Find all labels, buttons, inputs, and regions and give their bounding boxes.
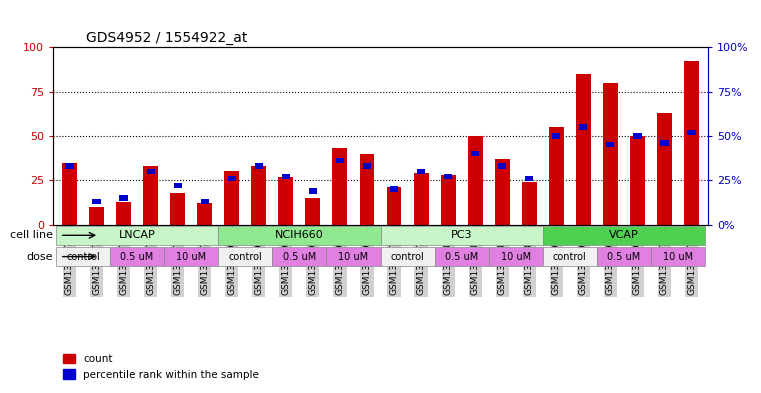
Bar bbox=[336, 158, 344, 163]
Bar bbox=[305, 198, 320, 225]
FancyBboxPatch shape bbox=[56, 226, 218, 245]
Text: control: control bbox=[390, 252, 425, 262]
Text: GDS4952 / 1554922_at: GDS4952 / 1554922_at bbox=[86, 31, 247, 45]
Bar bbox=[333, 148, 347, 225]
Bar bbox=[603, 83, 618, 225]
Bar bbox=[116, 202, 131, 225]
FancyBboxPatch shape bbox=[218, 226, 380, 245]
Text: cell line: cell line bbox=[10, 230, 53, 240]
Bar bbox=[633, 133, 642, 139]
Bar bbox=[224, 171, 239, 225]
Bar bbox=[228, 176, 236, 181]
Bar bbox=[441, 175, 456, 225]
Bar bbox=[62, 163, 77, 225]
Bar bbox=[576, 74, 591, 225]
Bar bbox=[174, 183, 182, 188]
Bar bbox=[119, 195, 128, 201]
Bar bbox=[92, 199, 100, 204]
Bar bbox=[143, 166, 158, 225]
Text: NCIH660: NCIH660 bbox=[275, 230, 323, 240]
FancyBboxPatch shape bbox=[489, 247, 543, 266]
Bar bbox=[684, 61, 699, 225]
Bar bbox=[279, 177, 293, 225]
Bar bbox=[552, 133, 560, 139]
FancyBboxPatch shape bbox=[272, 247, 326, 266]
Bar bbox=[363, 163, 371, 169]
Text: PC3: PC3 bbox=[451, 230, 473, 240]
Bar bbox=[89, 207, 104, 225]
FancyBboxPatch shape bbox=[326, 247, 380, 266]
Bar bbox=[471, 151, 479, 156]
Bar bbox=[390, 187, 398, 192]
Legend: count, percentile rank within the sample: count, percentile rank within the sample bbox=[59, 350, 263, 384]
Bar bbox=[147, 169, 154, 174]
Bar bbox=[255, 163, 263, 169]
Text: 0.5 uM: 0.5 uM bbox=[283, 252, 316, 262]
Text: LNCAP: LNCAP bbox=[119, 230, 155, 240]
Text: VCAP: VCAP bbox=[609, 230, 638, 240]
Bar bbox=[201, 199, 209, 204]
Bar bbox=[498, 163, 506, 169]
FancyBboxPatch shape bbox=[164, 247, 218, 266]
FancyBboxPatch shape bbox=[380, 226, 543, 245]
FancyBboxPatch shape bbox=[597, 247, 651, 266]
Bar bbox=[359, 154, 374, 225]
Text: control: control bbox=[228, 252, 262, 262]
FancyBboxPatch shape bbox=[543, 247, 597, 266]
Text: 10 uM: 10 uM bbox=[339, 252, 368, 262]
Text: dose: dose bbox=[27, 252, 53, 262]
FancyBboxPatch shape bbox=[435, 247, 489, 266]
FancyBboxPatch shape bbox=[110, 247, 164, 266]
Text: control: control bbox=[553, 252, 587, 262]
Text: 0.5 uM: 0.5 uM bbox=[607, 252, 641, 262]
Bar bbox=[197, 203, 212, 225]
Bar bbox=[607, 142, 614, 147]
Text: 10 uM: 10 uM bbox=[501, 252, 530, 262]
Text: 10 uM: 10 uM bbox=[176, 252, 206, 262]
Bar bbox=[495, 159, 510, 225]
Text: 0.5 uM: 0.5 uM bbox=[445, 252, 478, 262]
Bar bbox=[251, 166, 266, 225]
Text: 10 uM: 10 uM bbox=[663, 252, 693, 262]
Bar bbox=[417, 169, 425, 174]
Bar bbox=[282, 174, 290, 179]
FancyBboxPatch shape bbox=[543, 226, 705, 245]
Bar bbox=[444, 174, 452, 179]
FancyBboxPatch shape bbox=[380, 247, 435, 266]
Bar bbox=[387, 187, 402, 225]
Bar bbox=[687, 130, 696, 135]
FancyBboxPatch shape bbox=[651, 247, 705, 266]
Bar bbox=[630, 136, 645, 225]
Bar bbox=[549, 127, 564, 225]
Bar bbox=[468, 136, 482, 225]
Bar bbox=[657, 113, 672, 225]
FancyBboxPatch shape bbox=[218, 247, 272, 266]
Text: control: control bbox=[66, 252, 100, 262]
Bar bbox=[414, 173, 428, 225]
Text: 0.5 uM: 0.5 uM bbox=[120, 252, 154, 262]
FancyBboxPatch shape bbox=[56, 247, 110, 266]
Bar bbox=[661, 140, 669, 146]
Bar bbox=[65, 163, 74, 169]
Bar bbox=[579, 124, 587, 130]
Bar bbox=[170, 193, 185, 225]
Bar bbox=[309, 188, 317, 194]
Bar bbox=[525, 176, 533, 181]
Bar bbox=[522, 182, 537, 225]
